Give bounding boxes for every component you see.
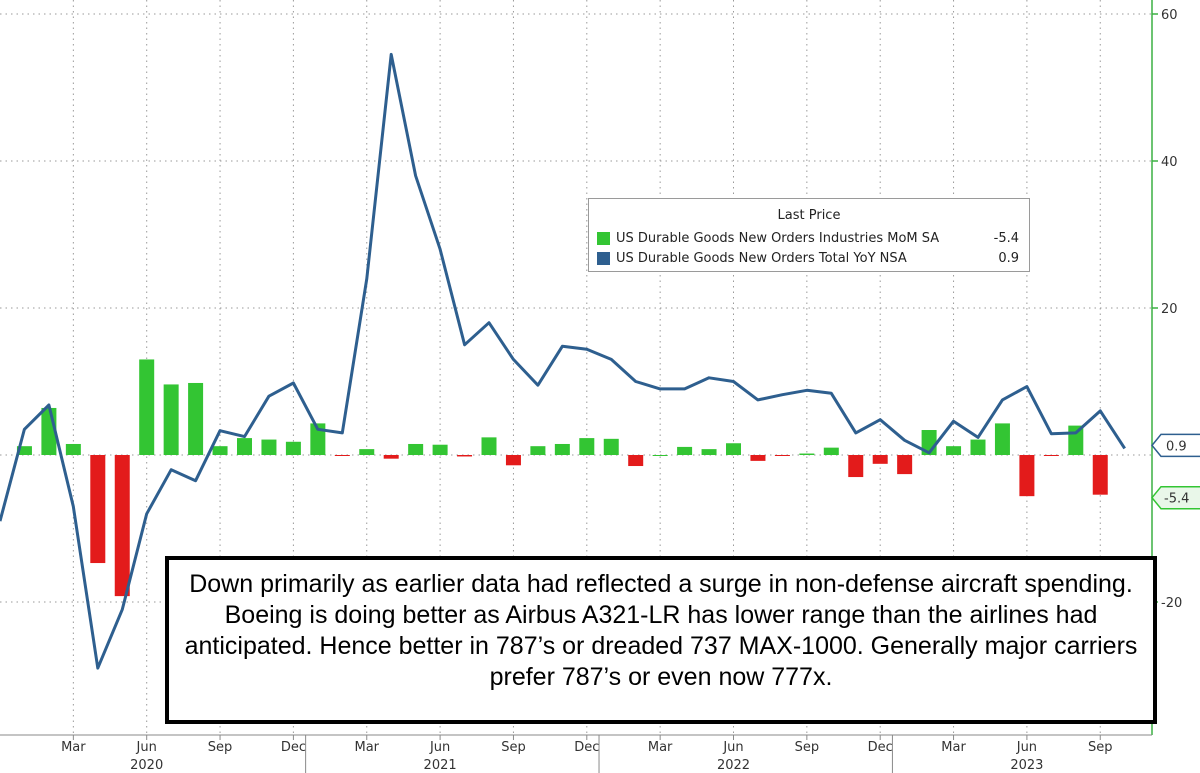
y-tick-label: -20 — [1161, 596, 1182, 611]
bar — [432, 444, 448, 455]
legend-value-yoy: 0.9 — [998, 250, 1019, 266]
bar — [457, 455, 473, 457]
x-tick-label: Jun — [722, 740, 743, 755]
bar — [897, 455, 913, 475]
legend-item-mom: US Durable Goods New Orders Industries M… — [597, 229, 1019, 247]
bar — [114, 455, 130, 597]
bar — [261, 439, 277, 455]
x-tick-label: Mar — [354, 740, 379, 755]
x-tick-label: Sep — [795, 740, 820, 755]
line-series-yoy — [0, 52, 1126, 670]
bar — [677, 446, 693, 455]
x-tick-label: Jun — [136, 740, 157, 755]
bar — [872, 455, 888, 464]
bar — [946, 446, 962, 455]
bar — [750, 455, 766, 461]
x-tick-label: Mar — [941, 740, 966, 755]
legend-swatch-green — [597, 231, 610, 245]
bar — [799, 453, 815, 455]
bar — [139, 359, 155, 455]
bar — [65, 443, 81, 455]
legend-item-yoy: US Durable Goods New Orders Total YoY NS… — [597, 249, 1019, 267]
bar — [970, 439, 986, 455]
legend: Last Price US Durable Goods New Orders I… — [588, 198, 1030, 272]
bar — [603, 438, 619, 455]
bar — [628, 455, 644, 467]
bar — [212, 446, 228, 455]
bar — [994, 423, 1010, 455]
x-tick-label: Jun — [1016, 740, 1037, 755]
x-tick-label: Sep — [208, 740, 233, 755]
bar — [848, 455, 864, 478]
bar — [530, 446, 546, 455]
year-label: 2021 — [424, 758, 457, 773]
bar — [1092, 455, 1108, 495]
year-label: 2022 — [717, 758, 750, 773]
legend-swatch-blue — [597, 251, 610, 265]
x-tick-label: Sep — [1088, 740, 1113, 755]
x-tick-label: Jun — [429, 740, 450, 755]
y-tick-label: 20 — [1161, 302, 1178, 317]
bar — [16, 446, 32, 455]
bar — [163, 384, 179, 455]
bar — [823, 447, 839, 455]
bar — [701, 449, 717, 455]
bar — [359, 449, 375, 455]
bar — [408, 443, 424, 455]
legend-value-mom: -5.4 — [993, 230, 1019, 246]
x-tick-label: Mar — [648, 740, 673, 755]
end-marker-blue — [1151, 433, 1200, 458]
year-label: 2023 — [1010, 758, 1043, 773]
bar — [652, 455, 668, 456]
x-tick-label: Mar — [61, 740, 86, 755]
annotation-box: Down primarily as earlier data had refle… — [165, 556, 1157, 724]
y-tick-label: 40 — [1161, 155, 1178, 170]
bar — [383, 455, 399, 459]
bar — [505, 455, 521, 466]
bar — [726, 443, 741, 455]
end-marker-label: -5.4 — [1164, 492, 1189, 507]
bar — [237, 438, 252, 455]
bar — [579, 438, 595, 455]
x-tick-label: Dec — [281, 740, 306, 755]
x-tick-label: Dec — [574, 740, 599, 755]
bar — [90, 455, 106, 564]
bar — [554, 443, 570, 455]
bar — [481, 437, 497, 455]
bar — [1043, 455, 1059, 456]
y-tick-label: 60 — [1161, 8, 1178, 23]
end-marker-label: 0.9 — [1166, 439, 1187, 454]
line-layer — [0, 52, 1126, 670]
bar — [285, 441, 301, 455]
x-tick-label: Sep — [501, 740, 526, 755]
x-tick-label: Dec — [868, 740, 893, 755]
grid-layer — [0, 0, 1152, 735]
bar — [774, 455, 790, 456]
legend-label-mom: US Durable Goods New Orders Industries M… — [616, 230, 940, 246]
legend-title: Last Price — [777, 208, 841, 223]
bar — [1019, 455, 1035, 497]
bar — [334, 455, 350, 456]
year-label: 2020 — [130, 758, 163, 773]
end-marker-green — [1151, 485, 1200, 510]
legend-label-yoy: US Durable Goods New Orders Total YoY NS… — [616, 250, 907, 266]
bar — [188, 382, 204, 455]
